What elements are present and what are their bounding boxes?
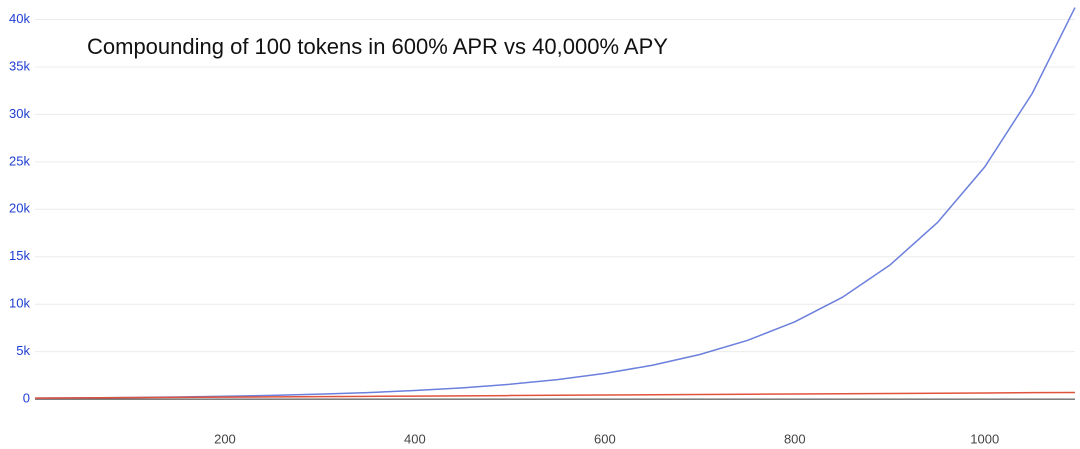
- y-tick-label: 5k: [16, 343, 30, 358]
- y-tick-label: 30k: [9, 106, 30, 121]
- y-tick-label: 40k: [9, 11, 30, 26]
- data-line: [34, 391, 1076, 399]
- x-tick-label: 1000: [970, 431, 999, 446]
- y-tick-label: 35k: [9, 58, 30, 73]
- y-tick-label: 25k: [9, 153, 30, 168]
- x-tick-label: 800: [784, 431, 806, 446]
- chart-title: Compounding of 100 tokens in 600% APR vs…: [87, 34, 668, 59]
- x-tick-label: 600: [594, 431, 616, 446]
- y-tick-label: 10k: [9, 296, 30, 311]
- data-line: [34, 7, 1076, 399]
- x-tick-label: 400: [404, 431, 426, 446]
- x-tick-label: 200: [214, 431, 236, 446]
- y-tick-label: 0: [23, 391, 30, 406]
- y-tick-label: 20k: [9, 201, 30, 216]
- y-tick-label: 15k: [9, 248, 30, 263]
